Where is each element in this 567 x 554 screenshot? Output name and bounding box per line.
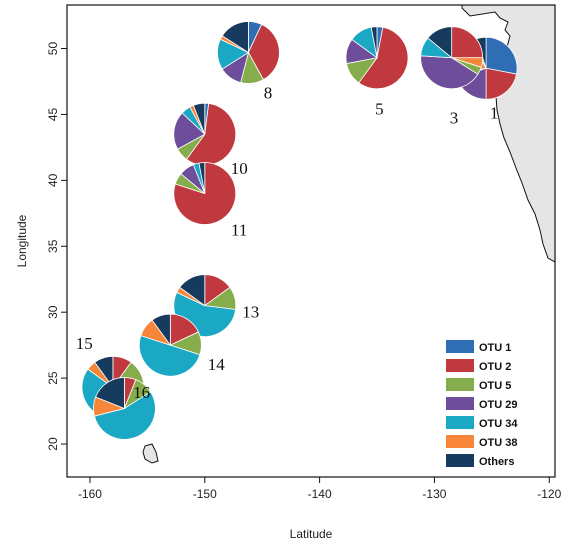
- pie-layer: [81, 21, 518, 440]
- y-axis-label: Longitude: [15, 214, 29, 267]
- site-label: 16: [133, 383, 150, 402]
- legend-label: OTU 29: [479, 399, 518, 411]
- legend-swatch: [446, 340, 474, 353]
- y-tick-label: 20: [46, 437, 60, 451]
- legend-swatch: [446, 416, 474, 429]
- legend: OTU 1 OTU 2 OTU 5 OTU 29 OTU 34 OTU 38 Others: [446, 340, 518, 468]
- y-axis: 20 25 30 35 40 45 50: [46, 42, 67, 451]
- y-tick-label: 35: [46, 239, 60, 253]
- pie-slice-otu-29: [173, 112, 206, 150]
- site-label: 10: [231, 159, 248, 178]
- legend-swatch: [446, 435, 474, 448]
- site-label: 14: [208, 355, 226, 374]
- legend-label: OTU 1: [479, 342, 511, 354]
- pie-slice-otu-1: [485, 36, 518, 75]
- pie-slice-others: [192, 102, 206, 135]
- legend-label: OTU 34: [479, 418, 518, 430]
- site-label: 5: [375, 99, 384, 118]
- y-tick-label: 50: [46, 42, 60, 56]
- pie-site-11: [173, 162, 237, 225]
- legend-label: OTU 38: [479, 437, 518, 449]
- pie-slice-otu-34: [138, 335, 201, 377]
- site-label: 13: [242, 302, 259, 321]
- x-axis: -160 -150 -140 -130 -120: [78, 477, 562, 501]
- pie-slice-otu-29: [420, 55, 479, 90]
- legend-label: Others: [479, 456, 514, 468]
- pie-site-8: [217, 21, 280, 84]
- x-tick-label: -160: [78, 487, 102, 501]
- plot-frame: [66, 4, 556, 478]
- x-tick-label: -130: [422, 487, 446, 501]
- pie-slice-others: [370, 26, 378, 58]
- pie-site-3: [420, 26, 484, 90]
- legend-swatch: [446, 454, 474, 467]
- pie-slice-otu-2: [358, 26, 409, 90]
- hawaii-island: [142, 443, 159, 464]
- y-tick-label: 30: [46, 305, 60, 319]
- y-tick-label: 25: [46, 371, 60, 385]
- site-label: 3: [450, 109, 459, 128]
- north-america-land: [461, 4, 556, 263]
- x-axis-label: Latitude: [290, 527, 333, 541]
- legend-label: OTU 5: [479, 380, 511, 392]
- site-label: 15: [76, 334, 93, 353]
- pie-slice-otu-2: [485, 67, 518, 100]
- pie-slice-otu-2: [173, 162, 237, 225]
- pie-slice-otu-34: [93, 391, 156, 440]
- legend-swatch: [446, 359, 474, 372]
- pie-site-14: [138, 313, 202, 377]
- pie-slice-others: [179, 274, 206, 307]
- pie-slice-others: [94, 355, 114, 389]
- pie-site-5: [345, 26, 409, 90]
- pie-slice-others: [198, 162, 206, 194]
- pie-slice-others: [151, 313, 171, 347]
- pie-slice-otu-2: [451, 26, 484, 59]
- pie-site-16: [93, 377, 156, 440]
- y-tick-label: 40: [46, 173, 60, 187]
- pie-slice-others: [221, 21, 249, 54]
- pie-slice-others: [427, 26, 453, 59]
- x-tick-label: -150: [193, 487, 217, 501]
- legend-label: OTU 2: [479, 361, 511, 373]
- x-tick-label: -140: [308, 487, 332, 501]
- legend-swatch: [446, 397, 474, 410]
- site-label: 11: [231, 221, 247, 240]
- pie-site-10: [173, 102, 237, 166]
- site-label: 1: [490, 103, 499, 122]
- x-tick-label: -120: [537, 487, 561, 501]
- y-tick-label: 45: [46, 107, 60, 121]
- legend-swatch: [446, 378, 474, 391]
- pie-slice-others: [95, 377, 125, 410]
- site-label: 8: [264, 84, 273, 103]
